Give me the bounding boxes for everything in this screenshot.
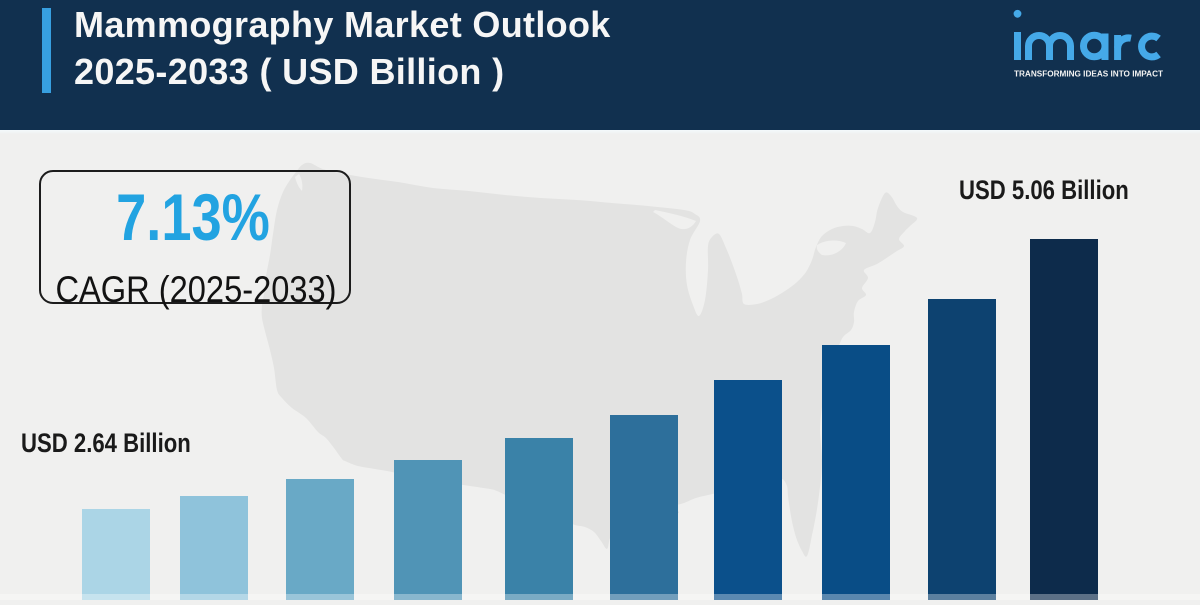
svg-text:TRANSFORMING IDEAS INTO IMPACT: TRANSFORMING IDEAS INTO IMPACT	[1014, 70, 1163, 79]
